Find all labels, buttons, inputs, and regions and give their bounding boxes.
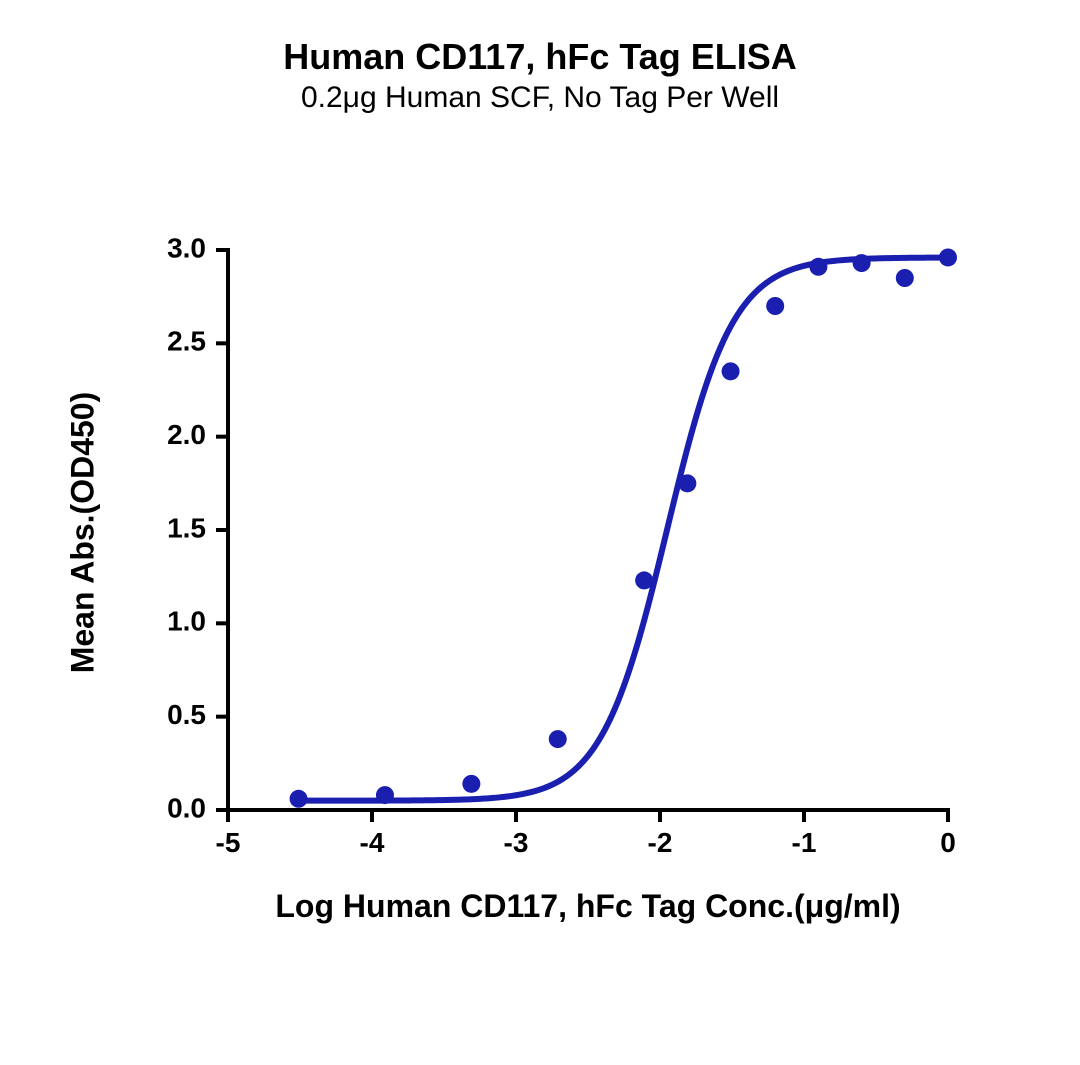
- data-point: [766, 297, 784, 315]
- chart-title: Human CD117, hFc Tag ELISA: [0, 36, 1080, 77]
- y-axis-label: Mean Abs.(OD450): [65, 253, 102, 813]
- y-tick-label: 2.0: [167, 419, 206, 450]
- data-point: [896, 269, 914, 287]
- data-point: [809, 258, 827, 276]
- x-tick-label: -5: [216, 827, 241, 858]
- y-tick-label: 0.5: [167, 699, 206, 730]
- data-point: [939, 248, 957, 266]
- y-tick-label: 1.5: [167, 512, 206, 543]
- data-point: [290, 790, 308, 808]
- page: Human CD117, hFc Tag ELISA 0.2μg Human S…: [0, 0, 1080, 1065]
- data-point: [722, 362, 740, 380]
- x-axis-label: Log Human CD117, hFc Tag Conc.(μg/ml): [168, 888, 1008, 925]
- title-block: Human CD117, hFc Tag ELISA 0.2μg Human S…: [0, 36, 1080, 115]
- x-tick-label: -2: [648, 827, 673, 858]
- data-point: [549, 730, 567, 748]
- data-point: [376, 786, 394, 804]
- data-point: [635, 571, 653, 589]
- y-tick-label: 2.5: [167, 326, 206, 357]
- x-tick-label: -3: [504, 827, 529, 858]
- data-point: [678, 474, 696, 492]
- x-tick-label: -1: [792, 827, 817, 858]
- chart-svg: 0.0 0.5 1.0 1.5 2.0 2.5 3.0 -5 -4 -3 -2 -1 0: [118, 230, 968, 880]
- data-point: [462, 775, 480, 793]
- fit-curve: [299, 258, 948, 801]
- y-tick-label: 0.0: [167, 792, 206, 823]
- chart-subtitle: 0.2μg Human SCF, No Tag Per Well: [0, 81, 1080, 115]
- x-tick-label: -4: [360, 827, 385, 858]
- chart-plot-area: 0.00.51.01.52.02.53.0-5-4-3-2-10: [228, 250, 948, 810]
- x-tick-label: 0: [940, 827, 956, 858]
- y-tick-label: 3.0: [167, 232, 206, 263]
- y-tick-label: 1.0: [167, 606, 206, 637]
- data-point: [853, 254, 871, 272]
